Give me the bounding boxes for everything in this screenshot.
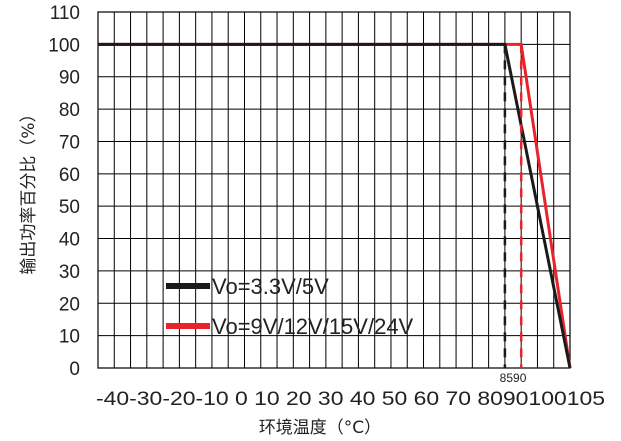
x-tick-label-row: -40-30-20-10 0 10 20 30 40 50 60 70 8090… xyxy=(96,389,605,410)
y-axis-label: 输出功率百分比（%） xyxy=(19,105,39,274)
x-axis-label: 环境温度（°C） xyxy=(259,418,381,438)
y-tick-label: 90 xyxy=(59,68,80,89)
y-tick-label: 110 xyxy=(50,3,80,24)
y-tick-label: 80 xyxy=(59,100,80,121)
y-tick-label: 20 xyxy=(59,294,80,315)
y-tick-label: 70 xyxy=(59,132,80,153)
y-tick-label: 30 xyxy=(59,262,80,283)
y-tick-label: 60 xyxy=(59,165,80,186)
legend-label: Vo=9V/12V/15V/24V xyxy=(212,314,414,339)
threshold-annotations: 8590 xyxy=(500,44,527,385)
y-tick-label: 10 xyxy=(59,327,80,348)
threshold-label: 8590 xyxy=(500,371,527,385)
y-tick-labels: 0 10 20 30 40 50 60 70 80 90 100 110 xyxy=(48,3,80,380)
y-tick-label: 0 xyxy=(69,359,80,380)
legend: Vo=3.3V/5V Vo=9V/12V/15V/24V xyxy=(166,274,414,339)
y-tick-label: 100 xyxy=(48,35,80,56)
plot-border xyxy=(97,11,571,369)
x-tick-labels: -40-30-20-10 0 10 20 30 40 50 60 70 8090… xyxy=(96,389,605,410)
y-tick-label: 40 xyxy=(59,230,80,251)
legend-label: Vo=3.3V/5V xyxy=(212,274,329,299)
y-tick-label: 50 xyxy=(59,197,80,218)
